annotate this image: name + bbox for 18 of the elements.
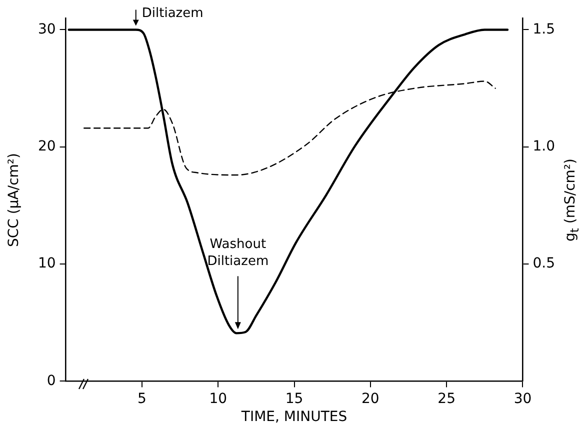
- x-tick-label: 30: [514, 391, 532, 408]
- x-tick-label: 15: [285, 391, 304, 408]
- x-tick-label: 10: [209, 391, 228, 408]
- y2-tick-label: 1.0: [532, 138, 555, 155]
- y-tick-label: 30: [38, 21, 56, 38]
- x-tick-label: 25: [438, 391, 456, 408]
- x-tick-label: 5: [138, 391, 146, 408]
- x-axis-title: TIME, MINUTES: [241, 409, 348, 426]
- y2-tick-label: 0.5: [532, 256, 555, 272]
- y-axis-title: SCC (μA/cm²): [6, 152, 22, 247]
- y2-tick-label: 1.5: [532, 21, 555, 38]
- y-tick-label: 10: [38, 256, 56, 272]
- y-tick-label: 20: [38, 138, 56, 155]
- annotation: Washout Diltiazem: [207, 237, 269, 270]
- y-tick-label: 0: [46, 372, 56, 389]
- annotation: Diltiazem: [142, 6, 204, 22]
- x-tick-label: 20: [362, 391, 380, 408]
- line-series: [83, 80, 496, 176]
